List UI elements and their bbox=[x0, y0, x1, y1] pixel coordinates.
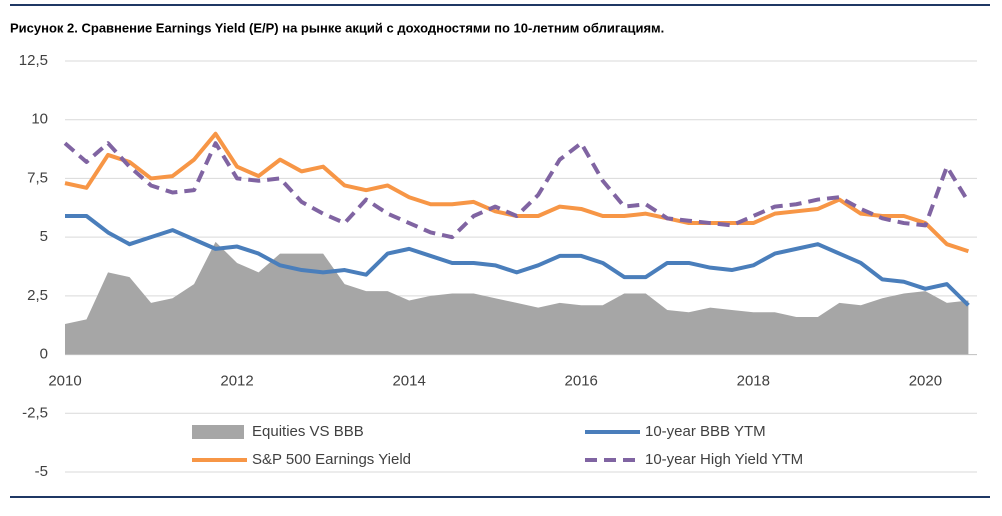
x-tick-label: 2012 bbox=[220, 373, 253, 390]
y-tick-label: 5 bbox=[40, 228, 48, 245]
legend-swatch bbox=[192, 425, 244, 439]
y-tick-label: 2,5 bbox=[27, 287, 48, 304]
y-tick-label: 12,5 bbox=[19, 52, 48, 69]
line bbox=[63, 141, 971, 240]
x-tick-label: 2018 bbox=[737, 373, 770, 390]
legend-label: Equities VS BBB bbox=[252, 423, 364, 440]
legend-label: S&P 500 Earnings Yield bbox=[252, 451, 411, 468]
line bbox=[64, 131, 970, 254]
y-tick-label: 7,5 bbox=[27, 169, 48, 186]
area bbox=[65, 241, 969, 355]
x-tick-label: 2020 bbox=[909, 373, 942, 390]
x-tick-label: 2010 bbox=[48, 373, 81, 390]
y-tick-label: 10 bbox=[31, 111, 48, 128]
y-tick-label: -2,5 bbox=[22, 404, 48, 421]
chart-title: Рисунок 2. Сравнение Earnings Yield (E/P… bbox=[10, 20, 664, 35]
y-tick-label: -5 bbox=[35, 463, 48, 480]
legend-label: 10-year BBB YTM bbox=[645, 423, 766, 440]
y-tick-label: 0 bbox=[40, 346, 48, 363]
x-tick-label: 2014 bbox=[392, 373, 425, 390]
legend-label: 10-year High Yield YTM bbox=[645, 451, 803, 468]
x-tick-label: 2016 bbox=[565, 373, 598, 390]
line bbox=[65, 214, 970, 307]
